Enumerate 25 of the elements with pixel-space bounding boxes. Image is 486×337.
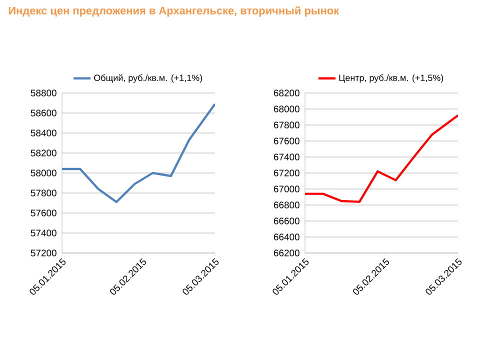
- y-tick-label: 57600: [30, 210, 56, 216]
- y-tick-label: 68000: [274, 106, 300, 112]
- y-tick-label: 67400: [274, 154, 300, 160]
- line-series: [62, 102, 215, 204]
- y-tick-label: 58000: [30, 170, 56, 176]
- y-tick-label: 67800: [274, 122, 300, 128]
- y-tick-label: 58200: [30, 150, 56, 156]
- y-tick-label: 66800: [274, 202, 300, 208]
- line-series: [305, 114, 458, 203]
- chart-title: Индекс цен предложения в Архангельске, вторичный рынок: [8, 6, 340, 17]
- legend-label: Центр, руб./кв.м. (+1,5%): [339, 74, 444, 83]
- y-tick-label: 57200: [30, 250, 56, 256]
- legend-label: Общий, руб./кв.м. (+1,1%): [94, 74, 202, 83]
- y-tick-label: 67600: [274, 138, 300, 144]
- y-tick-label: 58400: [30, 130, 56, 136]
- y-tick-label: 57400: [30, 230, 56, 236]
- y-tick-label: 66600: [274, 218, 300, 224]
- y-tick-label: 66200: [274, 250, 300, 256]
- y-tick-label: 67000: [274, 186, 300, 192]
- y-tick-label: 57800: [30, 190, 56, 196]
- y-tick-label: 68200: [274, 90, 300, 96]
- y-tick-label: 58600: [30, 110, 56, 116]
- y-tick-label: 67200: [274, 170, 300, 176]
- y-tick-label: 58800: [30, 90, 56, 96]
- y-tick-label: 66400: [274, 234, 300, 240]
